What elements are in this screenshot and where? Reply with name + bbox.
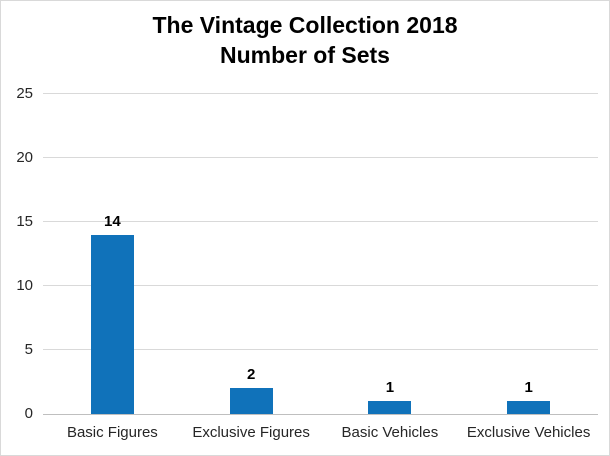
gridline	[43, 349, 598, 350]
gridline	[43, 221, 598, 222]
x-axis-label: Exclusive Figures	[192, 424, 310, 441]
bar-basic-figures	[90, 234, 134, 414]
gridline	[43, 157, 598, 158]
gridline	[43, 93, 598, 94]
bar-exclusive-vehicles	[507, 401, 551, 414]
bar-value-label: 1	[385, 379, 395, 397]
plot-area: 14 2 1 1	[43, 93, 598, 415]
x-axis-label: Basic Vehicles	[341, 424, 439, 441]
chart-title-block: The Vintage Collection 2018 Number of Se…	[1, 10, 609, 70]
y-axis: 0 5 10 15 20 25	[1, 86, 33, 421]
gridline	[43, 285, 598, 286]
bar-basic-vehicles	[368, 401, 412, 414]
y-tick-label: 15	[16, 213, 33, 230]
chart-subtitle: Number of Sets	[220, 42, 390, 68]
bar-value-label: 1	[524, 379, 533, 397]
y-tick-label: 10	[16, 277, 33, 294]
chart-title: The Vintage Collection 2018	[152, 12, 458, 38]
x-axis-label: Basic Figures	[66, 424, 158, 441]
y-tick-label: 20	[16, 149, 33, 166]
bar-value-label: 2	[246, 366, 256, 384]
y-tick-label: 5	[24, 341, 33, 358]
x-axis-label: Exclusive Vehicles	[466, 424, 591, 441]
y-tick-label: 0	[24, 405, 33, 422]
bar-exclusive-figures	[229, 388, 273, 414]
x-axis: Basic Figures Exclusive Figures Basic Vehi…	[43, 424, 598, 441]
y-tick-label: 25	[16, 85, 33, 102]
bar-value-label: 14	[104, 212, 121, 230]
